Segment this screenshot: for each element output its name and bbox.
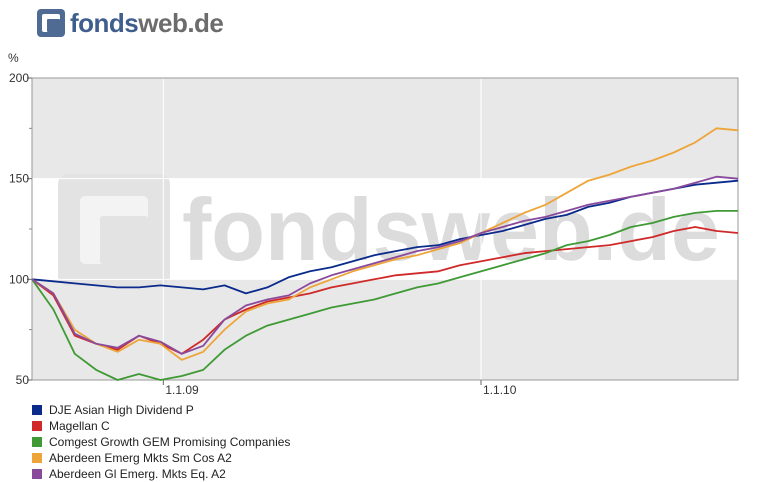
y-tick-label: 100: [9, 272, 29, 286]
fondsweb-logo-icon: [37, 9, 65, 37]
legend-swatch: [32, 469, 42, 479]
legend-label: Aberdeen Emerg Mkts Sm Cos A2: [49, 451, 232, 465]
y-tick-label: 50: [16, 373, 30, 387]
legend-item: Aberdeen Emerg Mkts Sm Cos A2: [32, 450, 732, 466]
grid-band: [32, 78, 738, 179]
y-tick-label: 200: [9, 71, 29, 85]
grid-band: [32, 279, 738, 380]
legend-label: Comgest Growth GEM Promising Companies: [49, 435, 291, 449]
y-axis-label: %: [8, 51, 19, 65]
series-lines: [31, 127, 739, 381]
x-tick-label: 1.1.09: [165, 383, 199, 397]
legend: DJE Asian High Dividend P Magellan C Comge…: [32, 402, 732, 482]
axes: 50 100 150 200 1.1.09 1.1.10: [9, 71, 739, 397]
series-line-comgest-growth-gem-promising-companies: [31, 209, 738, 381]
header: fondsweb.de: [0, 0, 770, 44]
legend-label: DJE Asian High Dividend P: [49, 403, 194, 417]
legend-swatch: [32, 437, 42, 447]
legend-item: Comgest Growth GEM Promising Companies: [32, 434, 732, 450]
series-line-aberdeen-gl-emerg-mkts-eq-a2: [31, 175, 739, 355]
legend-item: Magellan C: [32, 418, 732, 434]
y-tick-label: 150: [9, 172, 29, 186]
series-line-aberdeen-emerg-mkts-sm-cos-a2: [31, 127, 739, 361]
legend-swatch: [32, 421, 42, 431]
legend-item: DJE Asian High Dividend P: [32, 402, 732, 418]
fondsweb-logo[interactable]: fondsweb.de: [70, 8, 224, 38]
legend-swatch: [32, 453, 42, 463]
series-line-magellan-c: [31, 226, 739, 355]
legend-swatch: [32, 405, 42, 415]
legend-label: Magellan C: [49, 419, 110, 433]
logo-text-part1: fonds: [70, 8, 139, 38]
x-tick-label: 1.1.10: [483, 383, 517, 397]
legend-item: Aberdeen Gl Emerg. Mkts Eq. A2: [32, 466, 732, 482]
legend-label: Aberdeen Gl Emerg. Mkts Eq. A2: [49, 467, 226, 481]
watermark-logo-icon: [58, 174, 170, 286]
logo-text-part2: web.de: [138, 8, 224, 38]
series-line-dje-asian-high-dividend-p: [31, 179, 739, 295]
